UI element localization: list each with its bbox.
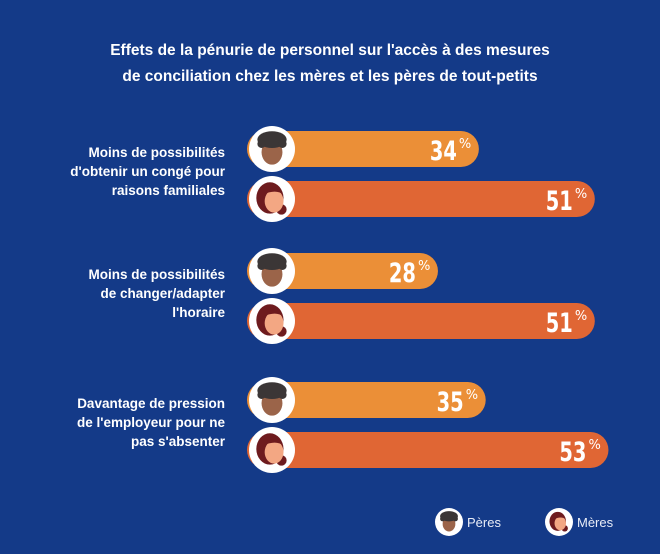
bar-mothers	[247, 303, 595, 339]
data-label: 51	[546, 307, 573, 339]
category-label-line: d'obtenir un congé pour	[70, 164, 225, 179]
legend-label-fathers: Pères	[467, 515, 501, 530]
avatar-hair	[278, 261, 287, 270]
data-label: 53	[559, 436, 586, 468]
category-label: Moins de possibilités de changer/adapter l…	[25, 265, 225, 322]
avatar-hair	[440, 516, 446, 522]
avatar-hair	[452, 516, 458, 522]
avatar-hair	[278, 390, 287, 399]
avatar-face	[554, 516, 566, 531]
avatar-fringe	[262, 188, 284, 195]
percent-sign: %	[575, 187, 587, 202]
category-label-line: de changer/adapter	[100, 286, 225, 301]
data-label: 28	[389, 257, 416, 289]
percent-sign: %	[466, 388, 478, 403]
bar-mothers	[247, 432, 609, 468]
data-label: 35	[437, 386, 464, 418]
data-label: 34	[430, 135, 457, 167]
percent-sign: %	[418, 259, 430, 274]
avatar-face	[264, 311, 284, 335]
category-label-line: raisons familiales	[111, 183, 225, 198]
bar-fathers	[247, 253, 438, 289]
title-line: de conciliation chez les mères et les pè…	[122, 68, 538, 85]
category-label-line: Davantage de pression	[77, 396, 225, 411]
category-label-line: pas s'absenter	[130, 434, 225, 449]
percent-sign: %	[588, 438, 600, 453]
avatar-fringe	[262, 310, 284, 317]
category-label-line: de l'employeur pour ne	[77, 415, 225, 430]
avatar-hair	[257, 261, 266, 270]
category-label: Davantage de pression de l'employeur pour…	[25, 394, 225, 451]
bar-fathers	[247, 382, 486, 418]
avatar-face	[264, 440, 284, 464]
avatar-fringe	[262, 439, 284, 446]
chart-title: Effets de la pénurie de personnel sur l'…	[0, 38, 660, 90]
bar-mothers	[247, 181, 595, 217]
title-line: Effets de la pénurie de personnel sur l'…	[110, 42, 550, 59]
category-label-line: Moins de possibilités	[88, 145, 225, 160]
avatar-hair	[257, 139, 266, 148]
legend-label-mothers: Mères	[577, 515, 614, 530]
percent-sign: %	[575, 309, 587, 324]
category-label: Moins de possibilités d'obtenir un congé …	[25, 143, 225, 200]
data-label: 51	[546, 185, 573, 217]
percent-sign: %	[459, 137, 471, 152]
avatar-hair	[278, 139, 287, 148]
category-label-line: Moins de possibilités	[88, 267, 225, 282]
category-label-line: l'horaire	[172, 305, 225, 320]
avatar-face	[264, 189, 284, 213]
avatar-fringe	[553, 515, 566, 520]
bar-fathers	[247, 131, 479, 167]
avatar-hair	[257, 390, 266, 399]
